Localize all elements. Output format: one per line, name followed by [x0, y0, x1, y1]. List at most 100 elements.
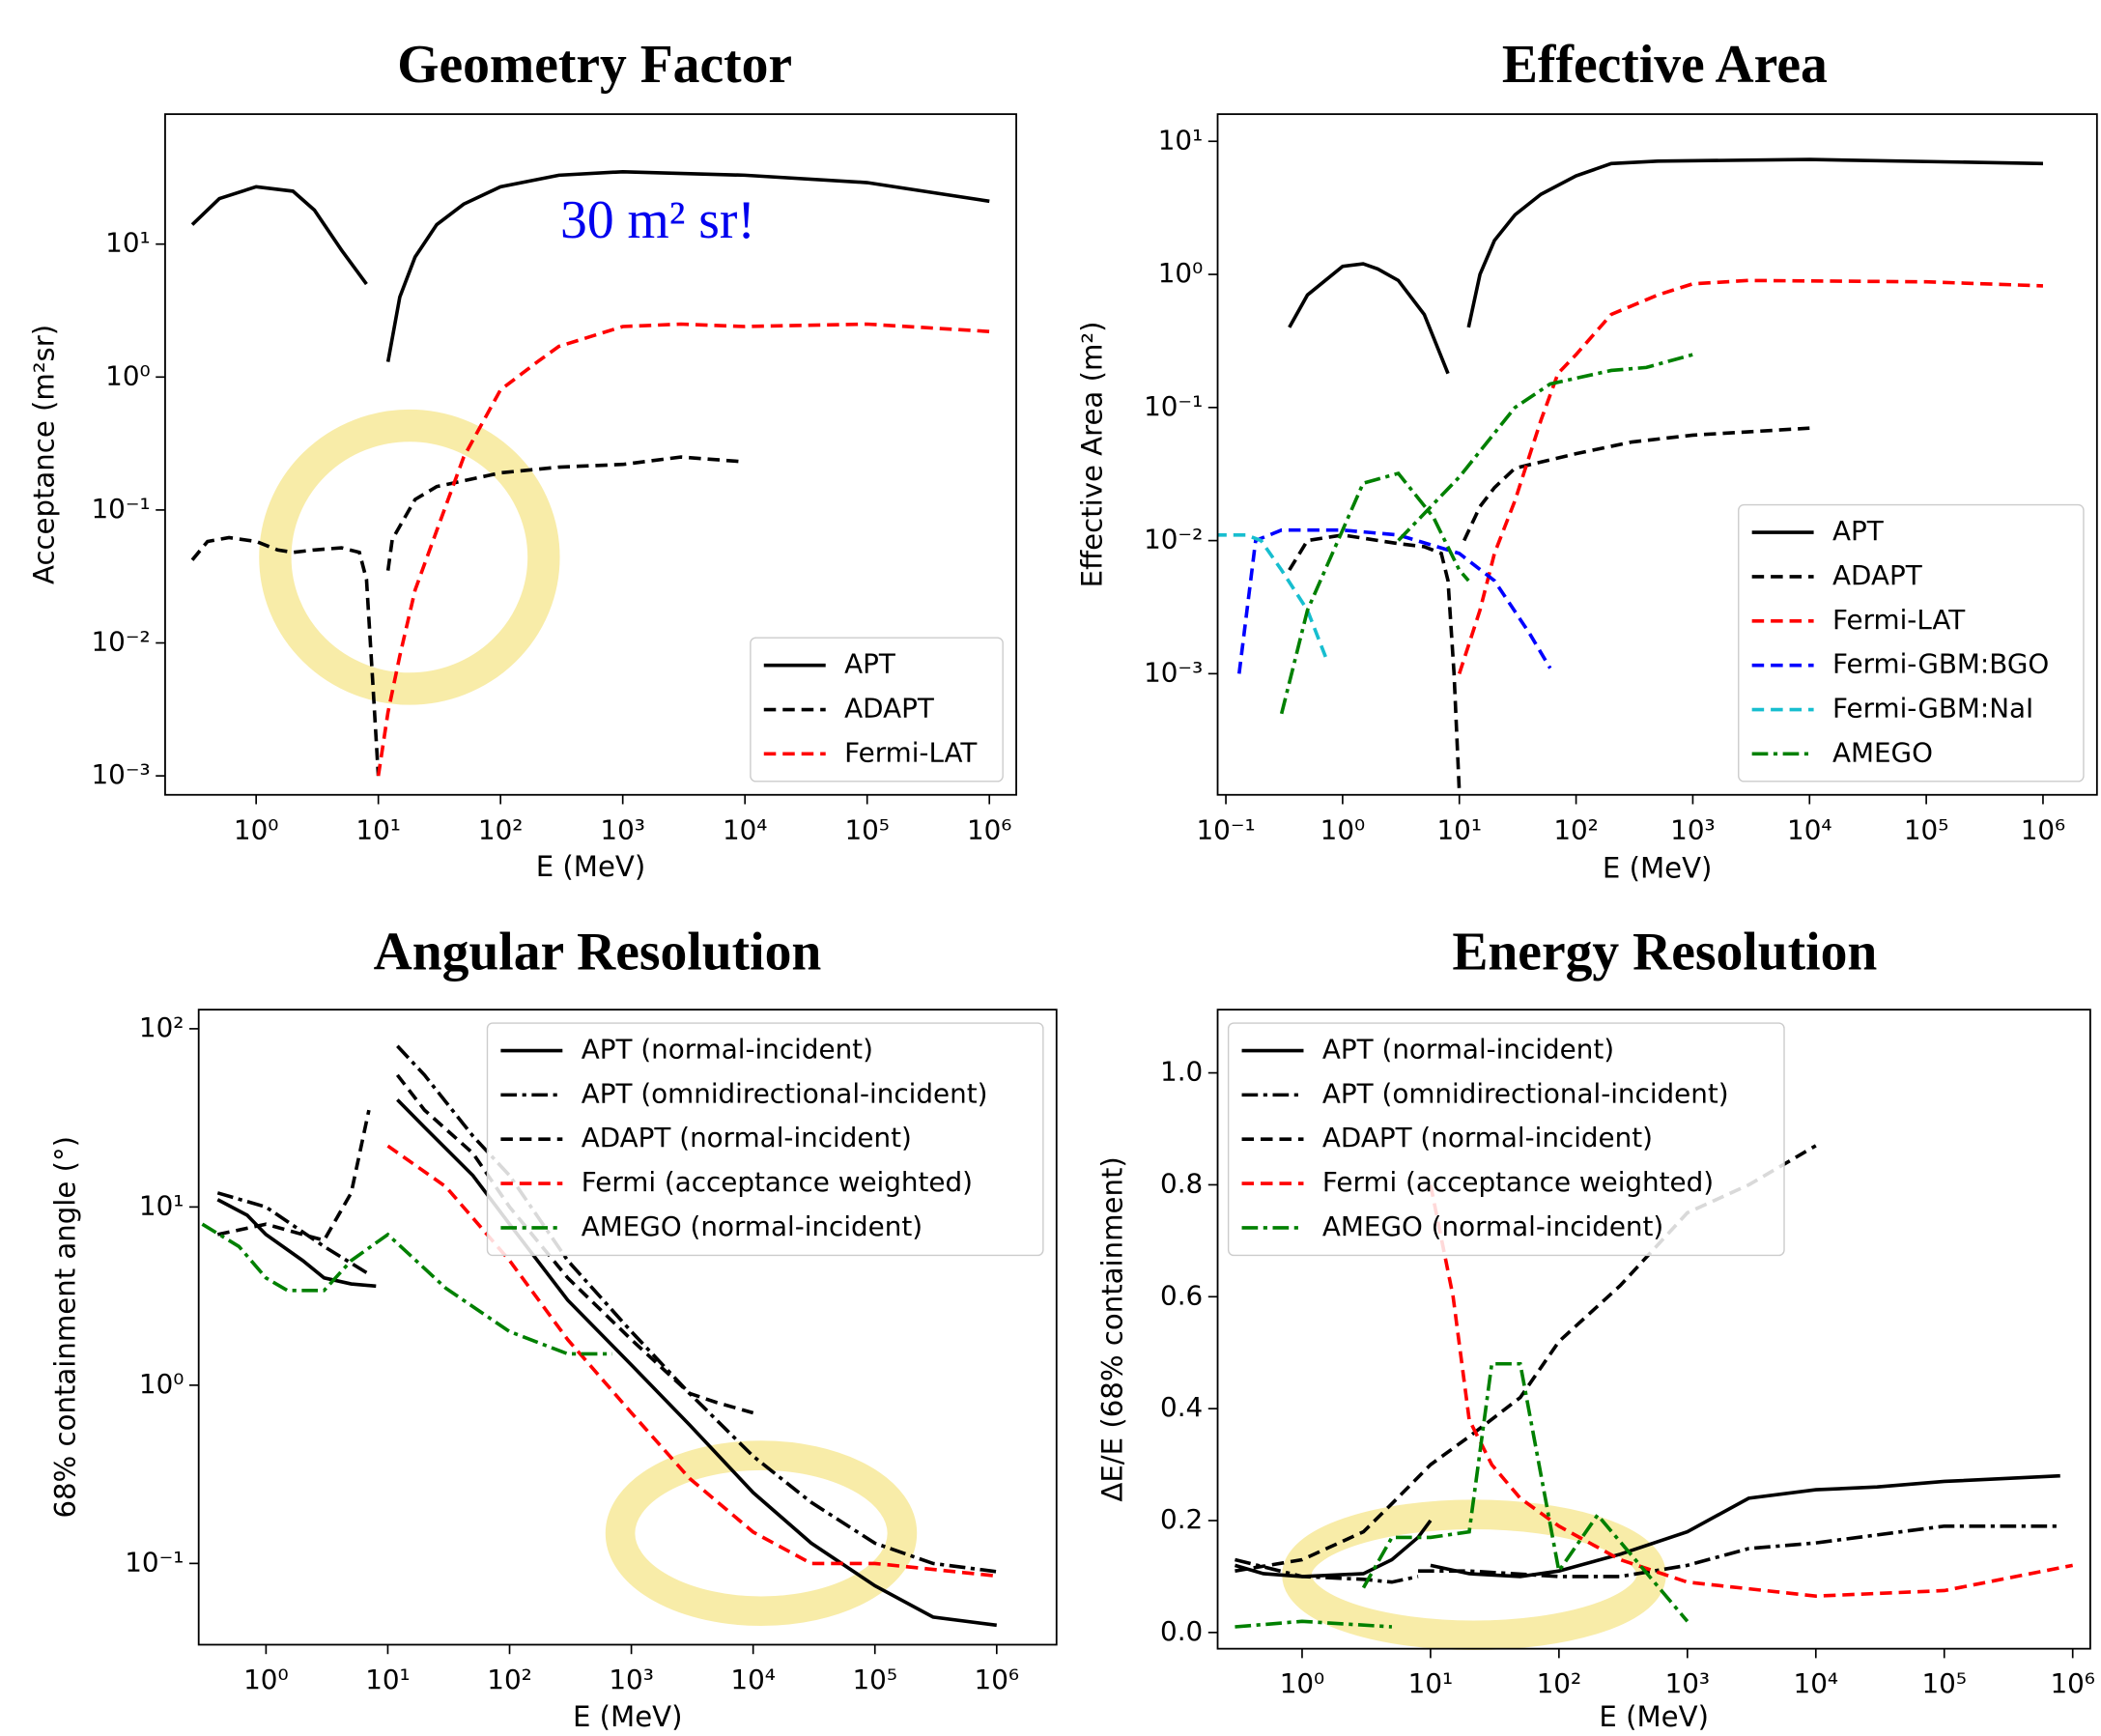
legend-label: AMEGO (normal-incident): [1322, 1210, 1663, 1242]
x-tick-label: 10¹: [365, 1664, 411, 1695]
highlight-rings: [259, 409, 1666, 1651]
x-tick-label: 10³: [1670, 813, 1716, 845]
x-tick-label: 10³: [600, 813, 645, 845]
legend-label: APT (omnidirectional-incident): [582, 1077, 988, 1109]
annotation: 30 m² sr!: [560, 190, 755, 250]
x-axis-label: E (MeV): [1603, 852, 1713, 885]
y-tick-label: 10¹: [105, 227, 151, 259]
series-line: [376, 322, 990, 777]
y-tick-label: 10²: [139, 1011, 185, 1043]
legend-label: ADAPT (normal-incident): [1322, 1122, 1653, 1153]
x-tick-label: 10³: [609, 1664, 654, 1695]
x-tick-label: 10¹: [355, 813, 401, 845]
x-tick-label: 10⁶: [975, 1664, 1020, 1695]
x-tick-label: 10⁰: [234, 813, 279, 845]
series-line: [1236, 527, 1552, 674]
legend-label: Fermi-LAT: [844, 736, 978, 768]
y-tick-label: 10⁻¹: [91, 493, 150, 525]
y-tick-label: 1.0: [1160, 1056, 1203, 1088]
series-line: [216, 1044, 998, 1574]
y-tick-label: 0.4: [1160, 1391, 1203, 1423]
x-tick-label: 10⁰: [1280, 1667, 1325, 1699]
chart-title: Geometry Factor: [397, 35, 792, 95]
legend-label: ADAPT (normal-incident): [582, 1122, 912, 1153]
series-line: [190, 455, 746, 777]
y-tick-label: 10⁻²: [91, 626, 150, 658]
axes-frame: [197, 1009, 1058, 1646]
x-tick-label: 10⁵: [1921, 1667, 1967, 1699]
legend-label: Fermi-GBM:BGO: [1832, 648, 2049, 680]
y-tick-label: 10⁻¹: [125, 1546, 184, 1578]
x-tick-label: 10²: [1553, 813, 1599, 845]
y-tick-label: 10⁻¹: [1144, 390, 1203, 422]
plot-area: [190, 169, 990, 777]
x-tick-label: 10⁴: [1794, 1667, 1839, 1699]
x-tick-label: 10⁴: [723, 813, 768, 845]
axes-frame: [1216, 1009, 2091, 1650]
x-axis-label: E (MeV): [536, 850, 646, 883]
y-tick-label: 10⁰: [105, 359, 151, 391]
legend-label: APT (normal-incident): [582, 1034, 873, 1066]
x-axis-label: E (MeV): [573, 1700, 683, 1733]
x-tick-label: 10⁻¹: [1196, 813, 1255, 845]
series-line: [1217, 533, 1330, 665]
y-tick-label: 0.0: [1160, 1615, 1203, 1647]
legend-box: [1227, 1022, 1785, 1257]
chart-title: Energy Resolution: [1452, 923, 1877, 982]
x-tick-label: 10⁵: [1904, 813, 1949, 845]
x-tick-label: 10²: [478, 813, 524, 845]
chart-title: Angular Resolution: [374, 923, 822, 982]
series-line: [1288, 426, 1810, 792]
x-tick-label: 10¹: [1408, 1667, 1454, 1699]
y-axis-label: 68% containment angle (°): [48, 1136, 81, 1519]
ring: [259, 409, 560, 705]
x-axis-label: E (MeV): [1599, 1700, 1709, 1733]
legend-label: APT (normal-incident): [1322, 1034, 1614, 1066]
series-line: [1235, 1361, 1689, 1629]
legend: APT ADAPT Fermi-LAT Fermi-GBM:BGO Fermi-GBM:…: [1738, 503, 2085, 783]
plot-area: [201, 1044, 998, 1628]
y-tick-label: 10¹: [139, 1189, 185, 1221]
y-tick-label: 10⁰: [139, 1368, 185, 1400]
legend: APT (normal-incident) APT (omnidirectiona…: [1227, 1022, 1785, 1257]
x-tick-label: 10⁶: [967, 813, 1012, 845]
x-tick-label: 10⁵: [844, 813, 890, 845]
axes-frame: [1216, 113, 2098, 796]
legend-label: AMEGO (normal-incident): [582, 1210, 923, 1242]
series-line: [1235, 1523, 2060, 1584]
y-tick-label: 10⁻³: [1144, 656, 1203, 688]
series-line: [386, 1144, 997, 1579]
y-tick-label: 0.8: [1160, 1167, 1203, 1199]
y-axis-label: ΔE/E (68% containment): [1096, 1156, 1129, 1501]
x-tick-label: 10²: [1537, 1667, 1581, 1699]
legend-label: APT: [1832, 515, 1885, 547]
series-line: [1429, 1184, 2074, 1598]
y-tick-label: 0.2: [1160, 1503, 1203, 1535]
legend-label: ADAPT: [1832, 559, 1923, 591]
axes-frame: [164, 113, 1017, 796]
y-tick-label: 10⁻²: [1144, 524, 1203, 555]
y-tick-label: 10⁻³: [91, 758, 150, 790]
legend: APT (normal-incident) APT (omnidirectiona…: [486, 1022, 1044, 1257]
series-line: [1457, 278, 2044, 674]
x-tick-label: 10⁵: [852, 1664, 897, 1695]
x-tick-label: 10⁶: [2021, 813, 2066, 845]
chart-title: Effective Area: [1502, 35, 1828, 95]
legend-label: APT (omnidirectional-incident): [1322, 1077, 1729, 1109]
y-tick-label: 0.6: [1160, 1279, 1203, 1311]
y-axis-label: Acceptance (m²sr): [27, 325, 60, 584]
legend-label: Fermi (acceptance weighted): [1322, 1166, 1714, 1198]
x-tick-label: 10¹: [1436, 813, 1482, 845]
legend-label: Fermi-LAT: [1832, 604, 1966, 636]
x-tick-label: 10⁴: [730, 1664, 776, 1695]
legend: APT ADAPT Fermi-LAT: [750, 637, 1004, 783]
legend-box: [486, 1022, 1044, 1257]
x-tick-label: 10⁰: [243, 1664, 289, 1695]
legend-label: AMEGO: [1832, 736, 1933, 768]
series-line: [216, 1098, 998, 1628]
x-tick-label: 10³: [1665, 1667, 1711, 1699]
series-line: [1288, 157, 2043, 375]
y-tick-label: 10¹: [1158, 124, 1204, 156]
y-tick-label: 10⁰: [1158, 257, 1204, 289]
